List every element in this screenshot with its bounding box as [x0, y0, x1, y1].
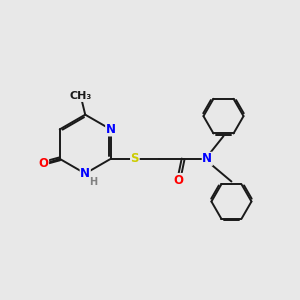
Text: H: H — [89, 177, 98, 187]
Text: CH₃: CH₃ — [70, 92, 92, 101]
Text: N: N — [202, 152, 212, 165]
Text: S: S — [130, 152, 139, 165]
Text: N: N — [80, 167, 90, 180]
Text: N: N — [106, 123, 116, 136]
Text: O: O — [174, 173, 184, 187]
Text: O: O — [38, 157, 49, 170]
